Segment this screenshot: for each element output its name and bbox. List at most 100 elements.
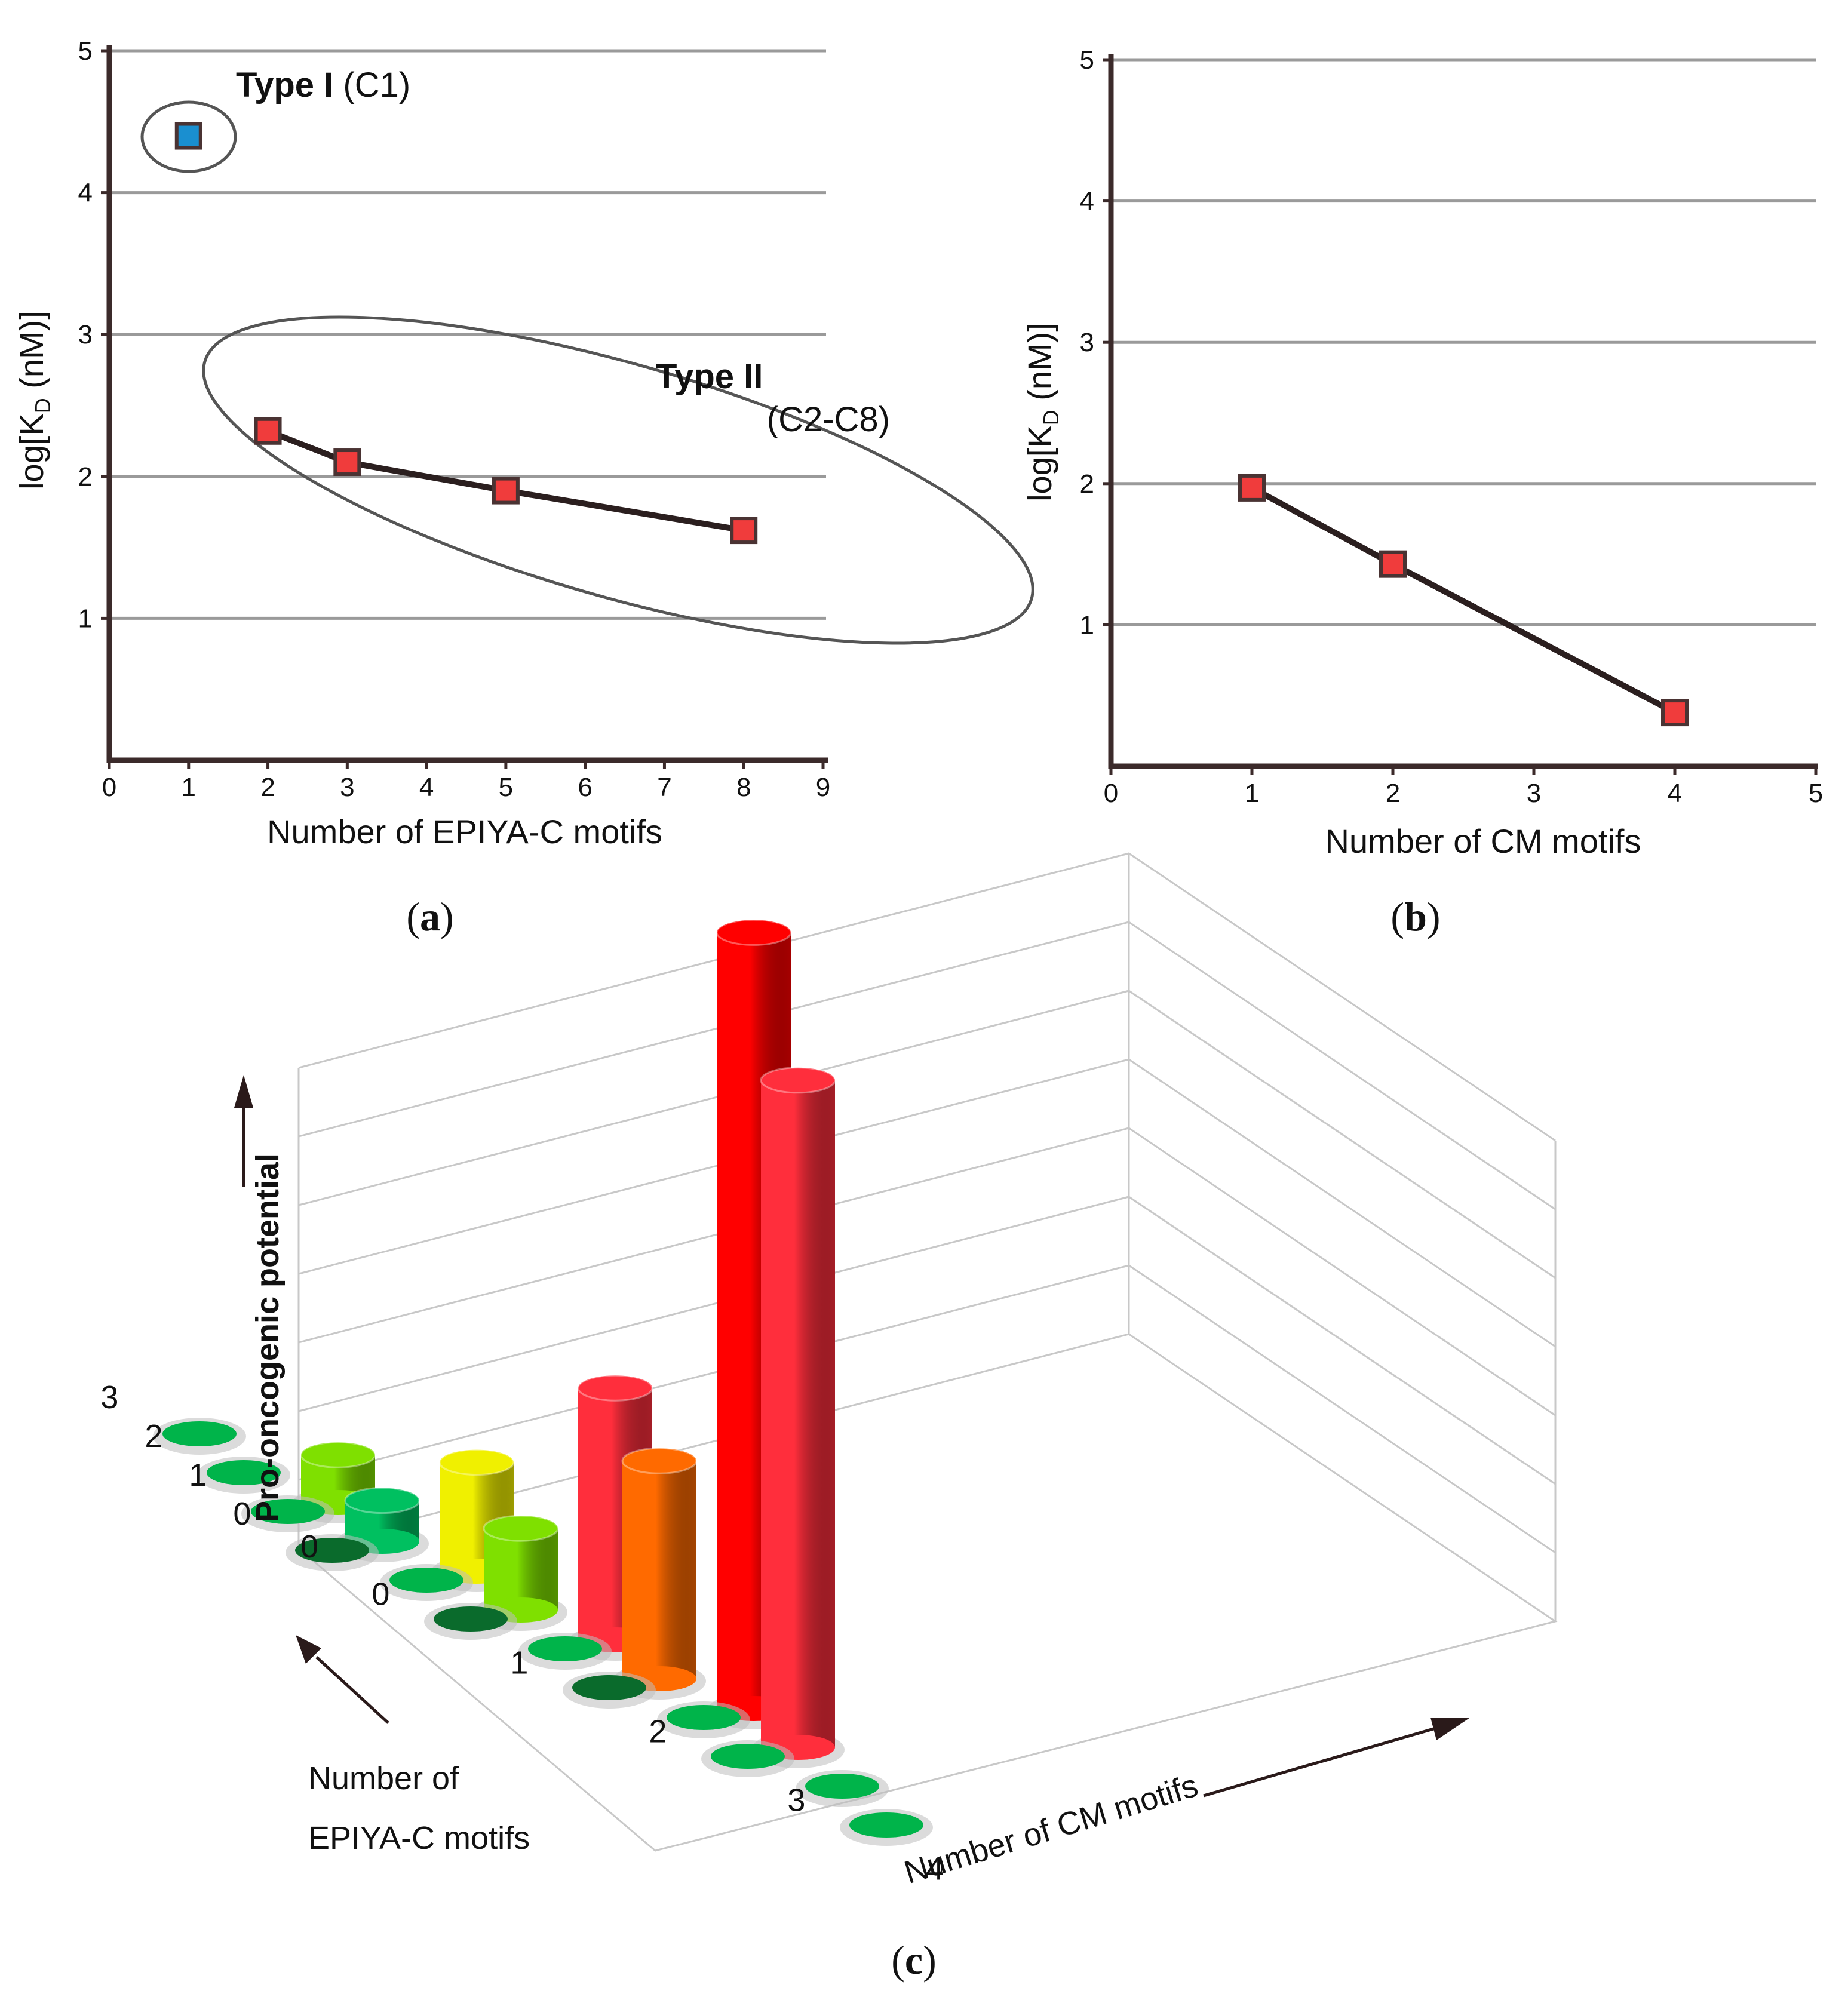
- y-tick-label-5: 5: [78, 36, 93, 66]
- x-axis-arrow: [1203, 1718, 1469, 1798]
- cell-disk: [207, 1460, 281, 1485]
- x-tick-label-0: 0: [1104, 779, 1118, 808]
- chart-a-gridlines: [109, 49, 826, 620]
- chart-c-z-axis-label: Pro-oncogenic potential: [250, 1153, 286, 1522]
- chart-a: 0 1 2 3 4 5 6 7 8 9 1 2 3 4 5 Type I (C1) Type II (C2…: [13, 36, 1034, 939]
- chart-c-z-tick-0: 0: [300, 1529, 318, 1565]
- x-tick-label-6: 6: [578, 773, 592, 802]
- cell-disk: [849, 1812, 923, 1838]
- chart-c-y-axis-label-line1: Number of: [308, 1761, 459, 1796]
- cell-0-0: [286, 1534, 379, 1571]
- back-wall-gridline-7: [298, 852, 1556, 1142]
- x-tick-label-4: 4: [1668, 779, 1682, 808]
- panel-a-label: (a): [406, 894, 453, 939]
- cell-disk: [295, 1538, 369, 1563]
- series-line-1: [266, 428, 745, 534]
- type2-range-label: (C2-C8): [767, 400, 890, 439]
- bar-top: [621, 1447, 698, 1474]
- y-tick-label-4: 4: [1080, 187, 1094, 216]
- cell-4-2: [751, 1067, 845, 1768]
- back-wall-gridline-5: [298, 990, 1556, 1279]
- chart-a-y-axis-label: log[KD (nM)]: [13, 311, 55, 490]
- chart-b-y-ticks: 1 2 3 4 5: [1080, 45, 1111, 640]
- x-tick-label-4: 4: [419, 773, 434, 802]
- back-wall-gridline-6: [298, 921, 1556, 1210]
- y-tick-label-4: 4: [78, 179, 93, 208]
- bar-top: [716, 918, 792, 946]
- cell-disk: [572, 1675, 646, 1700]
- back-wall-gridline-2: [298, 1196, 1556, 1485]
- chart-c-y-axis-label-line2: EPIYA-C motifs: [308, 1820, 530, 1856]
- cell-0-3: [153, 1418, 246, 1455]
- series-line-0: [1250, 485, 1677, 715]
- bar-shade: [622, 1461, 696, 1679]
- x-tick-label-0: 0: [102, 773, 116, 802]
- bar-top: [438, 1449, 515, 1476]
- y-tick-label-2: 2: [78, 462, 93, 491]
- y-tick-label-1: 1: [1080, 610, 1094, 640]
- x-tick-label-5: 5: [1809, 779, 1823, 808]
- x-tick-label-4: 4: [926, 1851, 944, 1887]
- cell-2-0: [563, 1672, 656, 1709]
- x-tick-label-5: 5: [499, 773, 513, 802]
- y-tick-label-3: 3: [1080, 328, 1094, 357]
- chart-c-x-axis-label: Number of CM motifs: [900, 1768, 1202, 1891]
- bar-top: [483, 1514, 559, 1542]
- y-axis-arrow: [296, 1635, 389, 1724]
- cell-3-1: [657, 1701, 750, 1738]
- x-tick-label-2: 2: [260, 773, 275, 802]
- chart-c-frame: [296, 852, 1558, 1852]
- cell-3-0: [701, 1740, 794, 1777]
- x-tick-label-3: 3: [340, 773, 354, 802]
- cell-4-1: [796, 1770, 889, 1807]
- data-point-0-1: [1379, 550, 1407, 578]
- back-wall-gridline-4: [298, 1058, 1556, 1348]
- chart-a-y-ticks: 1 2 3 4 5: [78, 36, 109, 633]
- y-tick-label-2: 2: [1080, 469, 1094, 499]
- type2-label: Type II: [656, 357, 763, 396]
- z-axis-arrow: [234, 1075, 253, 1187]
- y-tick-label-5: 5: [1080, 45, 1094, 75]
- chart-a-x-ticks: 0 1 2 3 4 5 6 7 8 9: [102, 760, 830, 802]
- x-tick-label-0: 0: [372, 1577, 389, 1612]
- x-tick-label-7: 7: [657, 773, 671, 802]
- chart-c-x-ticks: 0 1 2 3 4: [372, 1577, 944, 1887]
- chart-a-series: [174, 122, 758, 545]
- chart-b: 0 1 2 3 4 5 1 2 3 4 5 Number of CM motifs log[KD …: [1021, 45, 1823, 939]
- y-tick-label-2: 2: [145, 1418, 162, 1454]
- x-tick-label-1: 1: [510, 1645, 528, 1681]
- cell-disk: [711, 1744, 785, 1769]
- cell-disk: [162, 1421, 237, 1446]
- x-tick-label-9: 9: [816, 773, 830, 802]
- chart-a-x-axis-label: Number of EPIYA-C motifs: [267, 813, 662, 850]
- type2-ellipse: [202, 315, 1034, 645]
- y-tick-label-3: 3: [78, 320, 93, 349]
- data-point-1-1: [333, 448, 361, 477]
- chart-b-y-axis-label: log[KD (nM)]: [1021, 322, 1063, 502]
- cell-0-2: [197, 1457, 290, 1494]
- cell-4-0: [840, 1809, 933, 1846]
- cell-disk: [389, 1568, 463, 1593]
- type1-ellipse: [140, 100, 237, 173]
- x-tick-label-3: 3: [1527, 779, 1541, 808]
- data-point-0-2: [1661, 699, 1689, 727]
- cell-disk: [805, 1774, 879, 1799]
- x-tick-label-2: 2: [1386, 779, 1400, 808]
- y-tick-label-1: 1: [78, 604, 93, 633]
- x-tick-label-2: 2: [649, 1714, 667, 1750]
- chart-b-series: [1238, 474, 1689, 727]
- chart-c-cells: [153, 918, 933, 1846]
- cell-disk: [434, 1606, 508, 1632]
- bar-top: [577, 1374, 653, 1402]
- cell-0-1: [241, 1495, 334, 1532]
- data-point-1-2: [492, 477, 520, 505]
- x-tick-label-1: 1: [182, 773, 196, 802]
- cell-1-0: [424, 1603, 517, 1640]
- chart-b-x-axis-label: Number of CM motifs: [1325, 822, 1641, 860]
- cell-1-1: [380, 1564, 473, 1601]
- y-tick-label-3: 3: [100, 1379, 118, 1415]
- data-point-0-0: [174, 122, 202, 150]
